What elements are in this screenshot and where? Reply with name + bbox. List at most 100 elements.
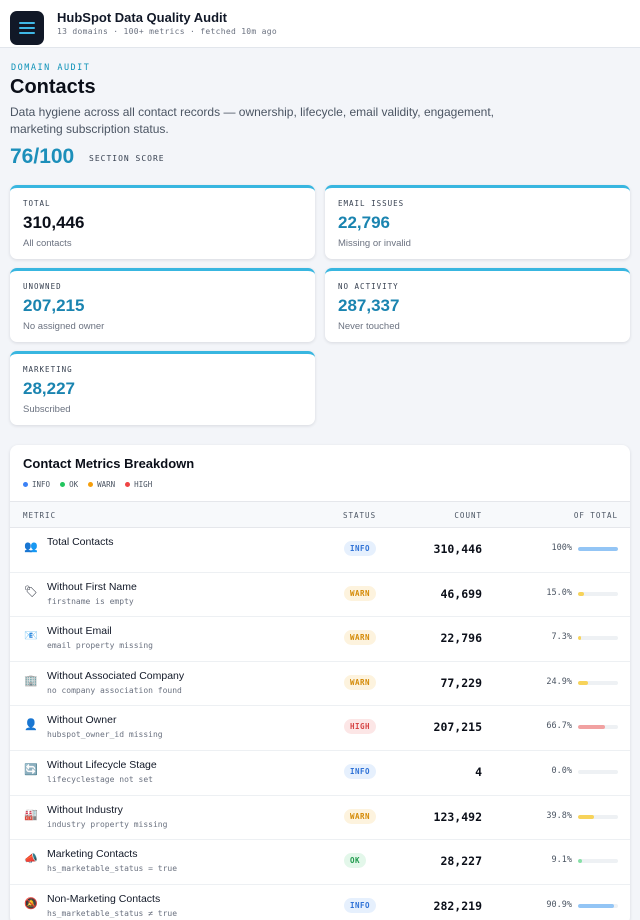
metrics-breakdown-panel: Contact Metrics Breakdown INFO OK WARN H… <box>10 445 630 920</box>
metric-name: Without Industry <box>47 803 123 816</box>
metric-count: 282,219 <box>433 898 482 913</box>
metric-description: hs_marketable_status ≠ true <box>47 908 178 918</box>
legend-item-ok: OK <box>60 480 78 489</box>
muted-megaphone-icon: 🔕 <box>24 897 38 910</box>
table-row[interactable]: 👥 Total Contacts INFO 310,446 100% <box>10 528 630 573</box>
table-row[interactable]: 📣 Marketing Contacts hs_marketable_status … <box>10 840 630 885</box>
percent-bar <box>578 903 618 908</box>
people-icon: 👥 <box>24 541 38 553</box>
hamburger-menu-icon[interactable] <box>10 11 44 45</box>
top-bar: HubSpot Data Quality Audit 13 domains · … <box>0 0 640 48</box>
legend-dot <box>88 482 94 487</box>
card-total: TOTAL 310,446 All contacts <box>10 185 315 259</box>
status-legend: INFO OK WARN HIGH <box>23 480 152 489</box>
metric-name: Marketing Contacts <box>47 848 138 861</box>
percent-bar-fill <box>578 591 584 596</box>
card-sub: All contacts <box>23 238 72 249</box>
metric-count: 123,492 <box>433 809 482 824</box>
metric-percent: 39.8% <box>546 810 572 821</box>
app-title: HubSpot Data Quality Audit <box>57 10 227 25</box>
legend-label: OK <box>69 480 79 489</box>
card-value: 207,215 <box>23 296 85 315</box>
card-sub: Missing or invalid <box>338 238 411 249</box>
table-row[interactable]: 🏢 Without Associated Company no company as… <box>10 662 630 707</box>
app-subtitle: 13 domains · 100+ metrics · fetched 10m … <box>57 27 278 36</box>
metric-description: hs_marketable_status = true <box>47 864 178 874</box>
column-header-metric[interactable]: METRIC <box>23 511 57 520</box>
metric-description: lifecyclestage not set <box>47 775 153 784</box>
metric-name: Without Owner <box>47 714 117 727</box>
panel-title: Contact Metrics Breakdown <box>23 456 195 471</box>
percent-bar-fill <box>578 814 594 819</box>
card-value: 28,227 <box>23 379 75 398</box>
metric-percent: 24.9% <box>546 676 572 687</box>
metric-percent: 66.7% <box>546 721 572 732</box>
percent-bar-fill <box>578 859 582 864</box>
cycle-icon: 🔄 <box>24 764 38 776</box>
table-row[interactable]: 🔄 Without Lifecycle Stage lifecyclestage n… <box>10 751 630 796</box>
metric-description: firstname is empty <box>47 596 134 606</box>
page-description: Data hygiene across all contact records … <box>10 105 495 136</box>
metric-count: 28,227 <box>440 854 482 869</box>
metric-description: industry property missing <box>47 819 168 829</box>
percent-bar-fill <box>578 636 581 641</box>
card-label: TOTAL <box>23 199 51 208</box>
metric-count: 22,796 <box>440 631 482 646</box>
percent-bar <box>578 725 618 730</box>
metric-name: Non-Marketing Contacts <box>47 892 161 905</box>
status-badge: INFO <box>344 764 377 779</box>
percent-bar <box>578 591 618 596</box>
column-header-of-total[interactable]: OF TOTAL <box>573 511 618 520</box>
status-badge: WARN <box>344 585 377 601</box>
metric-percent: 0.0% <box>551 766 572 776</box>
metric-count: 46,699 <box>440 586 482 601</box>
percent-bar <box>578 680 618 685</box>
metric-name: Without Lifecycle Stage <box>47 759 157 771</box>
legend-dot <box>60 482 66 487</box>
metric-name: Without Associated Company <box>47 669 185 682</box>
percent-bar <box>578 770 618 774</box>
status-badge: WARN <box>344 630 377 646</box>
column-header-count[interactable]: COUNT <box>454 511 482 520</box>
percent-bar <box>578 859 618 864</box>
status-badge: WARN <box>344 808 377 824</box>
percent-bar <box>578 547 618 551</box>
percent-bar-fill <box>578 903 615 908</box>
card-sub: Never touched <box>338 321 400 332</box>
legend-item-warn: WARN <box>88 480 115 489</box>
metric-percent: 9.1% <box>551 855 572 866</box>
card-sub: Subscribed <box>23 404 71 415</box>
table-row[interactable]: 🏭 Without Industry industry property missi… <box>10 796 630 841</box>
card-email-issues: EMAIL ISSUES 22,796 Missing or invalid <box>325 185 630 259</box>
card-marketing: MARKETING 28,227 Subscribed <box>10 351 315 425</box>
email-icon: 📧 <box>24 630 38 643</box>
percent-bar <box>578 636 618 641</box>
factory-icon: 🏭 <box>24 808 38 821</box>
legend-dot <box>23 482 28 487</box>
card-no-activity: NO ACTIVITY 287,337 Never touched <box>325 268 630 342</box>
metric-name: Total Contacts <box>47 536 114 548</box>
status-badge: HIGH <box>344 719 377 735</box>
metric-percent: 90.9% <box>546 899 572 910</box>
percent-bar-fill <box>578 547 618 551</box>
legend-label: WARN <box>97 480 116 489</box>
percent-bar-fill <box>578 725 605 730</box>
status-badge: OK <box>344 853 367 869</box>
table-row[interactable]: 👤 Without Owner hubspot_owner_id missing HI… <box>10 706 630 751</box>
table-row[interactable]: 📧 Without Email email property missing WARN… <box>10 617 630 662</box>
column-header-status[interactable]: STATUS <box>343 511 377 520</box>
card-value: 287,337 <box>338 296 400 315</box>
card-label: UNOWNED <box>23 282 62 291</box>
megaphone-icon: 📣 <box>24 853 38 866</box>
table-header: METRIC STATUS COUNT OF TOTAL <box>10 501 630 528</box>
metric-name: Without Email <box>47 625 112 638</box>
tag-icon: 🏷 <box>24 585 38 598</box>
card-unowned: UNOWNED 207,215 No assigned owner <box>10 268 315 342</box>
legend-label: HIGH <box>134 480 153 489</box>
table-row[interactable]: 🏷 Without First Name firstname is empty WAR… <box>10 573 630 618</box>
status-badge: INFO <box>344 541 377 556</box>
percent-bar <box>578 814 618 819</box>
status-badge: WARN <box>344 674 377 690</box>
card-label: EMAIL ISSUES <box>338 199 405 208</box>
table-row[interactable]: 🔕 Non-Marketing Contacts hs_marketable_sta… <box>10 885 630 920</box>
